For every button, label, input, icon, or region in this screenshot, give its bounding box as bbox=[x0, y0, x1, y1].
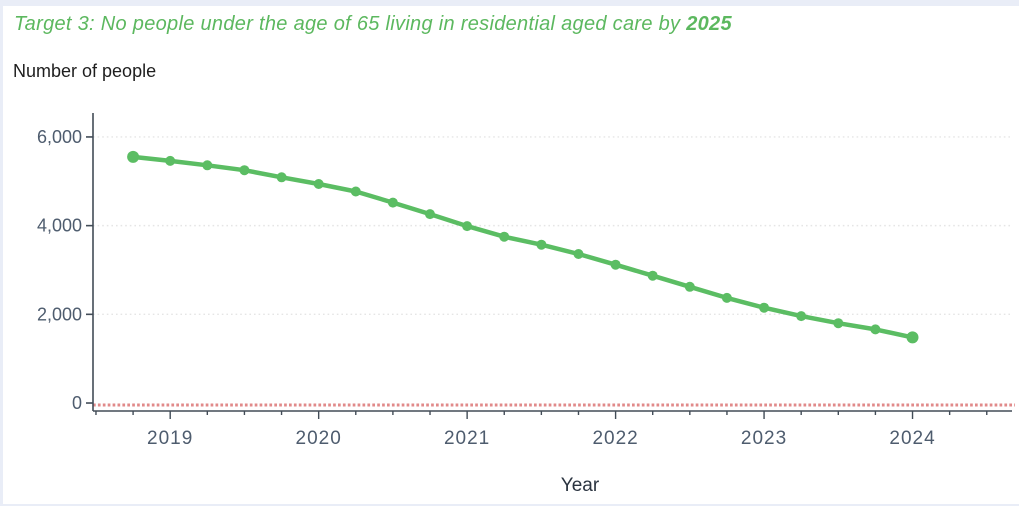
data-point[interactable] bbox=[796, 311, 807, 322]
y-tick-label: 2,000 bbox=[37, 304, 82, 324]
data-point[interactable] bbox=[425, 209, 435, 220]
data-point[interactable] bbox=[202, 160, 213, 171]
data-point[interactable] bbox=[647, 270, 658, 281]
x-tick-label: 2020 bbox=[296, 428, 342, 449]
data-point[interactable] bbox=[684, 281, 695, 292]
x-tick-label: 2023 bbox=[741, 428, 787, 449]
data-point[interactable] bbox=[127, 150, 140, 163]
data-point[interactable] bbox=[759, 302, 770, 313]
data-point[interactable] bbox=[573, 249, 584, 259]
data-point[interactable] bbox=[536, 239, 547, 250]
chart-title-year: 2025 bbox=[686, 13, 732, 35]
data-point[interactable] bbox=[313, 179, 324, 189]
data-point[interactable] bbox=[610, 259, 621, 270]
data-point[interactable] bbox=[350, 186, 361, 197]
y-tick-label: 0 bbox=[72, 393, 82, 413]
data-point[interactable] bbox=[462, 221, 473, 232]
chart-title: Target 3: No people under the age of 65 … bbox=[14, 13, 1004, 36]
data-point[interactable] bbox=[165, 155, 176, 166]
x-axis-title: Year bbox=[560, 475, 600, 496]
data-point[interactable] bbox=[499, 231, 510, 242]
y-axis-title: Number of people bbox=[13, 61, 157, 81]
y-tick-label: 4,000 bbox=[37, 216, 82, 236]
chart-title-text: Target 3: No people under the age of 65 … bbox=[14, 13, 687, 35]
page-border-left bbox=[0, 0, 3, 506]
data-point[interactable] bbox=[239, 165, 250, 176]
page-border-top bbox=[0, 0, 1019, 6]
data-point[interactable] bbox=[276, 172, 287, 183]
y-tick-label: 6,000 bbox=[37, 127, 82, 147]
x-tick-label: 2024 bbox=[889, 428, 935, 449]
data-point[interactable] bbox=[387, 197, 398, 208]
x-tick-label: 2021 bbox=[444, 428, 490, 449]
x-tick-label: 2022 bbox=[592, 428, 638, 449]
data-point[interactable] bbox=[833, 318, 844, 329]
data-point[interactable] bbox=[721, 292, 732, 303]
data-point[interactable] bbox=[870, 324, 881, 335]
series-line bbox=[130, 154, 915, 340]
x-tick-label: 2019 bbox=[147, 428, 193, 449]
page-border-bottom bbox=[0, 504, 1019, 506]
data-point[interactable] bbox=[906, 331, 919, 344]
